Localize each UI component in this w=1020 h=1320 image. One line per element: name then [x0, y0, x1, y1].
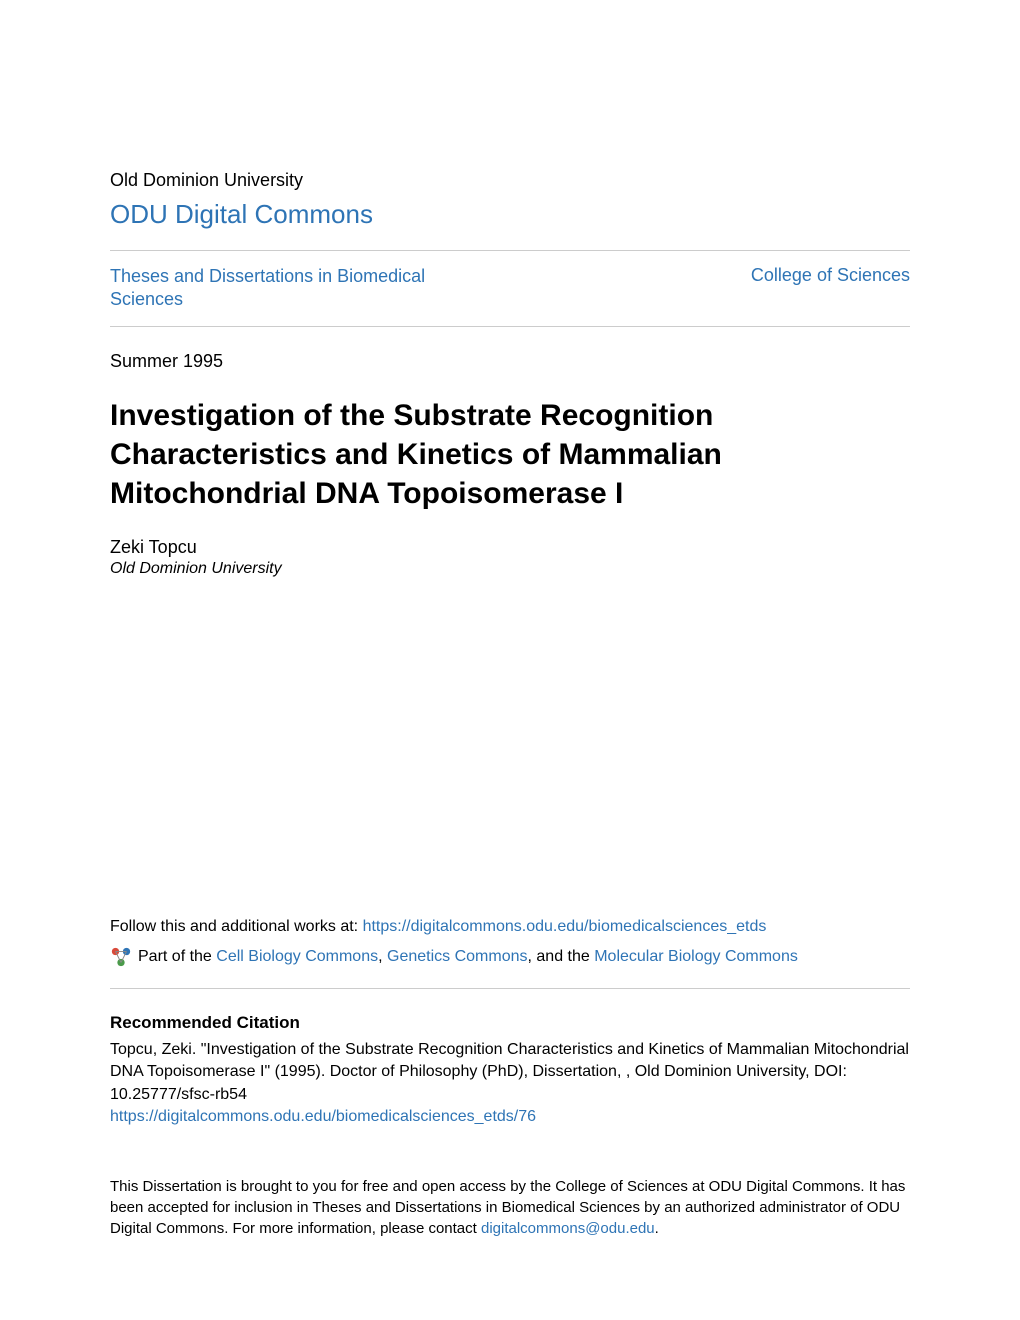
commons-link-cell-biology[interactable]: Cell Biology Commons: [216, 948, 378, 965]
disclaimer-text: This Dissertation is brought to you for …: [110, 1176, 910, 1239]
commons-link-molecular-biology[interactable]: Molecular Biology Commons: [594, 948, 798, 965]
part-of-sep2: , and the: [528, 948, 595, 965]
breadcrumb-row: Theses and Dissertations in Biomedical S…: [110, 265, 910, 312]
divider-citation: [110, 988, 910, 989]
contact-email-link[interactable]: digitalcommons@odu.edu: [481, 1220, 655, 1237]
breadcrumb-college-link[interactable]: College of Sciences: [751, 265, 910, 286]
follow-url-link[interactable]: https://digitalcommons.odu.edu/biomedica…: [363, 918, 767, 935]
citation-url-link[interactable]: https://digitalcommons.odu.edu/biomedica…: [110, 1108, 910, 1126]
document-title: Investigation of the Substrate Recogniti…: [110, 396, 910, 513]
network-icon: [110, 946, 132, 968]
disclaimer-after: .: [655, 1220, 659, 1237]
university-name: Old Dominion University: [110, 170, 910, 191]
publication-date: Summer 1995: [110, 351, 910, 372]
follow-prefix: Follow this and additional works at:: [110, 918, 363, 935]
repository-name-link[interactable]: ODU Digital Commons: [110, 199, 910, 230]
part-of-row: Part of the Cell Biology Commons, Geneti…: [110, 946, 910, 968]
part-of-text: Part of the Cell Biology Commons, Geneti…: [138, 948, 798, 966]
part-of-sep1: ,: [378, 948, 387, 965]
part-of-prefix: Part of the: [138, 948, 216, 965]
breadcrumb-collection-link[interactable]: Theses and Dissertations in Biomedical S…: [110, 265, 490, 312]
recommended-citation-heading: Recommended Citation: [110, 1013, 910, 1033]
citation-text: Topcu, Zeki. "Investigation of the Subst…: [110, 1039, 910, 1106]
divider-top: [110, 250, 910, 251]
divider-breadcrumb: [110, 326, 910, 327]
author-affiliation: Old Dominion University: [110, 560, 910, 578]
author-name: Zeki Topcu: [110, 537, 910, 558]
follow-works-line: Follow this and additional works at: htt…: [110, 918, 910, 936]
commons-link-genetics[interactable]: Genetics Commons: [387, 948, 528, 965]
